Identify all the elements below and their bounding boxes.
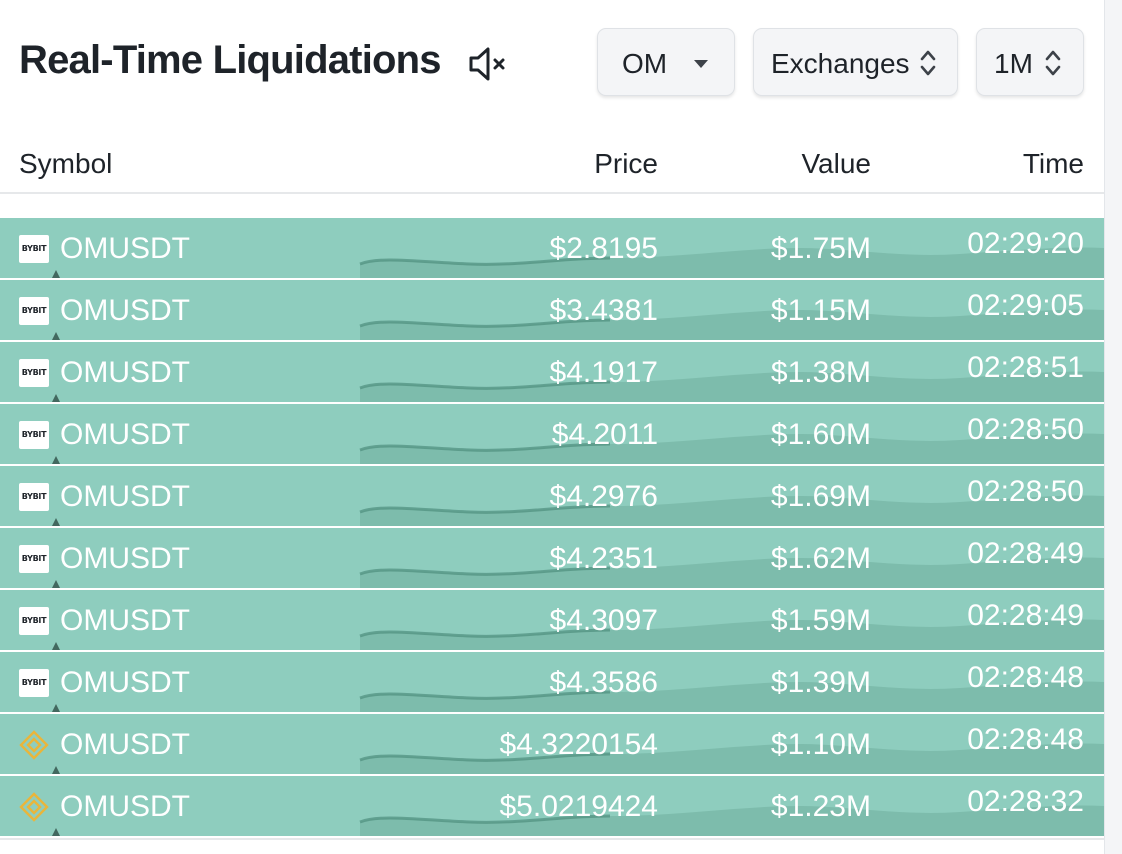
row-value: $1.59M bbox=[770, 604, 871, 637]
row-time: 02:28:50 bbox=[967, 413, 1084, 446]
row-symbol: OMUSDT bbox=[60, 294, 190, 327]
interval-select-value: 1M bbox=[994, 48, 1033, 79]
table-bottom-divider bbox=[0, 838, 1104, 840]
symbol-select-value: OM bbox=[622, 48, 668, 79]
row-price: $4.3586 bbox=[549, 666, 658, 699]
row-value: $1.60M bbox=[770, 418, 871, 451]
row-time: 02:29:20 bbox=[967, 227, 1084, 260]
column-header-time: Time bbox=[1022, 148, 1084, 179]
row-price: $3.4381 bbox=[549, 294, 658, 327]
row-time: 02:28:51 bbox=[967, 351, 1084, 384]
panel-header: Real-Time Liquidations OM Exchanges 1M bbox=[0, 0, 1104, 120]
row-symbol: OMUSDT bbox=[60, 790, 190, 823]
row-background-wave bbox=[52, 805, 1104, 836]
page-title: Real-Time Liquidations bbox=[19, 38, 442, 82]
exchanges-select-value: Exchanges bbox=[771, 48, 910, 79]
row-price: $4.2976 bbox=[549, 480, 658, 513]
row-background-wave bbox=[52, 681, 1104, 712]
row-background-wave bbox=[52, 371, 1104, 402]
row-time: 02:28:49 bbox=[967, 537, 1084, 570]
scrollbar-track[interactable] bbox=[1104, 0, 1122, 854]
row-price: $4.2351 bbox=[549, 542, 658, 575]
row-time: 02:28:48 bbox=[967, 723, 1084, 756]
column-header-symbol: Symbol bbox=[19, 148, 113, 179]
bybit-logo-icon: BYBIT bbox=[19, 297, 49, 325]
row-symbol: OMUSDT bbox=[60, 480, 190, 513]
symbol-select[interactable]: OM bbox=[597, 28, 735, 96]
table-row[interactable]: BYBIT OMUSDT $4.1917 $1.38M 02:28:51 bbox=[0, 342, 1104, 402]
table-row[interactable]: BYBIT OMUSDT $4.3097 $1.59M 02:28:49 bbox=[0, 590, 1104, 650]
row-background-wave bbox=[52, 309, 1104, 340]
row-time: 02:28:48 bbox=[967, 661, 1084, 694]
row-symbol: OMUSDT bbox=[60, 728, 190, 761]
row-price: $4.1917 bbox=[549, 356, 658, 389]
column-header-value: Value bbox=[801, 148, 871, 179]
bybit-logo-icon: BYBIT bbox=[19, 235, 49, 263]
table-row[interactable]: BYBIT OMUSDT $4.3586 $1.39M 02:28:48 bbox=[0, 652, 1104, 712]
row-symbol: OMUSDT bbox=[60, 418, 190, 451]
exchanges-select[interactable]: Exchanges bbox=[753, 28, 958, 96]
row-value: $1.69M bbox=[770, 480, 871, 513]
table-row[interactable]: OMUSDT $4.3220154 $1.10M 02:28:48 bbox=[0, 714, 1104, 774]
row-price: $5.0219424 bbox=[499, 790, 659, 823]
row-price: $4.3097 bbox=[549, 604, 658, 637]
bybit-logo-icon: BYBIT bbox=[19, 545, 49, 573]
table-row[interactable]: BYBIT OMUSDT $4.2976 $1.69M 02:28:50 bbox=[0, 466, 1104, 526]
row-symbol: OMUSDT bbox=[60, 356, 190, 389]
row-symbol: OMUSDT bbox=[60, 666, 190, 699]
row-value: $1.62M bbox=[770, 542, 871, 575]
row-symbol: OMUSDT bbox=[60, 232, 190, 265]
bybit-logo-icon: BYBIT bbox=[19, 421, 49, 449]
binance-logo-icon bbox=[19, 730, 49, 760]
row-value: $1.75M bbox=[770, 232, 871, 265]
row-value: $1.39M bbox=[770, 666, 871, 699]
row-price: $2.8195 bbox=[549, 232, 658, 265]
row-price: $4.3220154 bbox=[499, 728, 659, 761]
caret-down-icon bbox=[694, 60, 708, 68]
up-down-chevron-icon bbox=[920, 50, 936, 76]
row-symbol: OMUSDT bbox=[60, 542, 190, 575]
bybit-logo-icon: BYBIT bbox=[19, 607, 49, 635]
column-header-price: Price bbox=[594, 148, 658, 179]
row-price: $4.2011 bbox=[551, 418, 658, 451]
table-row[interactable]: OMUSDT $5.0219424 $1.23M 02:28:32 bbox=[0, 776, 1104, 836]
table-row[interactable]: BYBIT OMUSDT $4.2351 $1.62M 02:28:49 bbox=[0, 528, 1104, 588]
row-background-wave bbox=[52, 557, 1104, 588]
row-time: 02:28:50 bbox=[967, 475, 1084, 508]
row-time: 02:28:49 bbox=[967, 599, 1084, 632]
bybit-logo-icon: BYBIT bbox=[19, 359, 49, 387]
speaker-muted-icon[interactable] bbox=[468, 46, 506, 82]
header-divider bbox=[0, 192, 1104, 194]
interval-select[interactable]: 1M bbox=[976, 28, 1084, 96]
up-down-chevron-icon bbox=[1045, 50, 1061, 76]
bybit-logo-icon: BYBIT bbox=[19, 669, 49, 697]
binance-logo-icon bbox=[19, 792, 49, 822]
table-row[interactable]: BYBIT OMUSDT $3.4381 $1.15M 02:29:05 bbox=[0, 280, 1104, 340]
row-value: $1.38M bbox=[770, 356, 871, 389]
row-value: $1.15M bbox=[770, 294, 871, 327]
table-row[interactable]: BYBIT OMUSDT $4.2011 $1.60M 02:28:50 bbox=[0, 404, 1104, 464]
row-background-wave bbox=[52, 433, 1104, 464]
row-value: $1.10M bbox=[770, 728, 871, 761]
row-time: 02:28:32 bbox=[967, 785, 1084, 818]
row-symbol: OMUSDT bbox=[60, 604, 190, 637]
bybit-logo-icon: BYBIT bbox=[19, 483, 49, 511]
row-background-wave bbox=[52, 743, 1104, 774]
liquidations-table: BYBIT OMUSDT $2.8195 $1.75M 02:29:20 BYBIT OMU… bbox=[0, 218, 1104, 838]
table-row[interactable]: BYBIT OMUSDT $2.8195 $1.75M 02:29:20 bbox=[0, 218, 1104, 278]
row-background-wave bbox=[52, 619, 1104, 650]
row-time: 02:29:05 bbox=[967, 289, 1084, 322]
row-background-wave bbox=[52, 495, 1104, 526]
row-background-wave bbox=[52, 247, 1104, 278]
row-value: $1.23M bbox=[770, 790, 871, 823]
